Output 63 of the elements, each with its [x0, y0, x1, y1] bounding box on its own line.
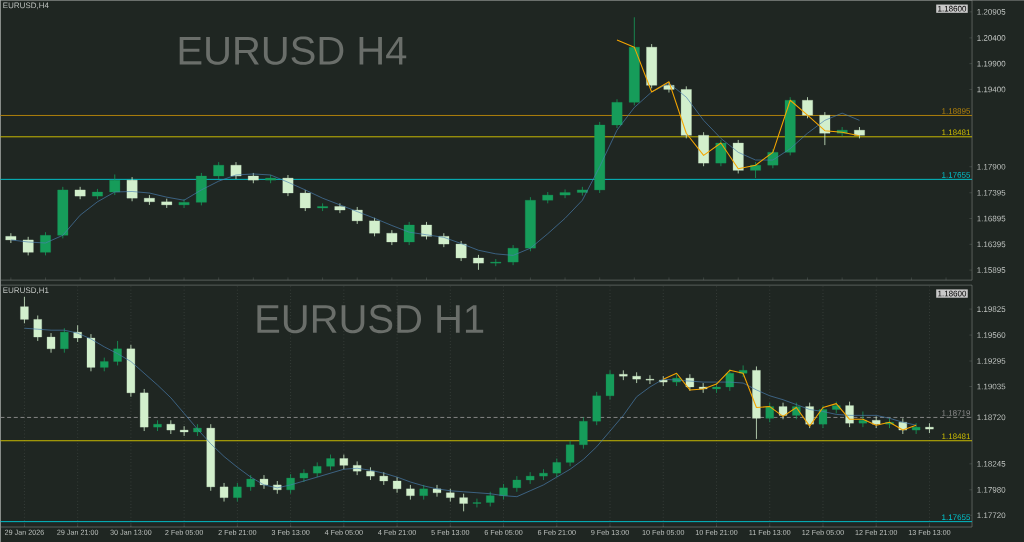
ref-line-label: 1.18481	[942, 129, 971, 136]
candlestick	[20, 296, 29, 324]
candlestick	[299, 189, 311, 212]
candlestick	[645, 374, 655, 385]
y-tick-label: 1.19560	[977, 332, 1006, 338]
ref-line-label: 1.17655	[942, 172, 971, 178]
candlestick	[765, 402, 774, 423]
y-tick-label: 1.17980	[977, 486, 1006, 493]
y-tick-label: 1.20400	[977, 35, 1006, 41]
y-tick-label: 1.19035	[977, 383, 1006, 390]
line-series	[616, 39, 860, 170]
y-tick-label: 1.19400	[977, 86, 1006, 93]
y-tick-label: 1.19825	[977, 306, 1006, 312]
text: EURUSD H4	[179, 36, 407, 65]
candlestick	[512, 475, 521, 493]
candlestick	[715, 139, 727, 167]
candlestick	[233, 482, 242, 502]
text: 1.18600	[938, 5, 967, 12]
y-tick-label: 1.15895	[977, 267, 1006, 273]
candlestick	[565, 440, 575, 467]
candlestick	[559, 189, 571, 199]
candlestick	[611, 98, 623, 129]
candlestick	[180, 425, 189, 437]
candlestick	[605, 369, 615, 401]
chart-subtitle: EURUSD,H4	[3, 2, 49, 10]
candlestick	[912, 422, 921, 435]
text: 1.18600	[938, 290, 967, 297]
candlestick	[472, 498, 482, 508]
candlestick	[109, 174, 121, 196]
candlestick	[392, 476, 402, 494]
ref-line-label: 1.18719	[942, 410, 971, 416]
y-tick-label: 1.18720	[977, 414, 1006, 421]
candlestick	[126, 176, 138, 202]
line-series	[10, 82, 860, 256]
candlestick	[46, 332, 56, 354]
candlestick	[552, 458, 561, 478]
ref-line-label: 1.18481	[942, 433, 971, 440]
y-tick-label: 1.18245	[977, 461, 1006, 467]
chart-subtitle: EURUSD,H1	[3, 287, 49, 294]
candlestick	[579, 416, 588, 450]
y-tick-label: 1.20905	[977, 9, 1006, 15]
y-tick-label: 1.17900	[977, 163, 1006, 170]
candlestick	[455, 240, 467, 262]
candlestick	[60, 327, 69, 354]
ref-line-label: 1.18895	[942, 108, 971, 114]
candlestick	[403, 221, 415, 246]
y-tick-label: 1.16895	[977, 215, 1006, 222]
ref-line-label: 1.17655	[942, 514, 971, 521]
candlestick	[5, 232, 17, 244]
y-tick-label: 1.16395	[977, 241, 1006, 248]
candlestick	[33, 315, 42, 342]
candlestick	[432, 484, 442, 498]
candlestick	[219, 482, 229, 502]
candlestick	[802, 96, 813, 119]
y-tick-label: 1.17395	[977, 189, 1006, 196]
y-tick-label: 1.19295	[977, 358, 1006, 364]
candlestick	[369, 217, 380, 237]
candlestick	[299, 468, 309, 483]
chart-title: EURUSD H1	[257, 304, 484, 334]
candlestick	[858, 411, 868, 428]
candlestick	[507, 244, 519, 266]
y-tick-label: 1.19900	[977, 60, 1006, 67]
y-tick-label: 1.17720	[977, 512, 1006, 519]
